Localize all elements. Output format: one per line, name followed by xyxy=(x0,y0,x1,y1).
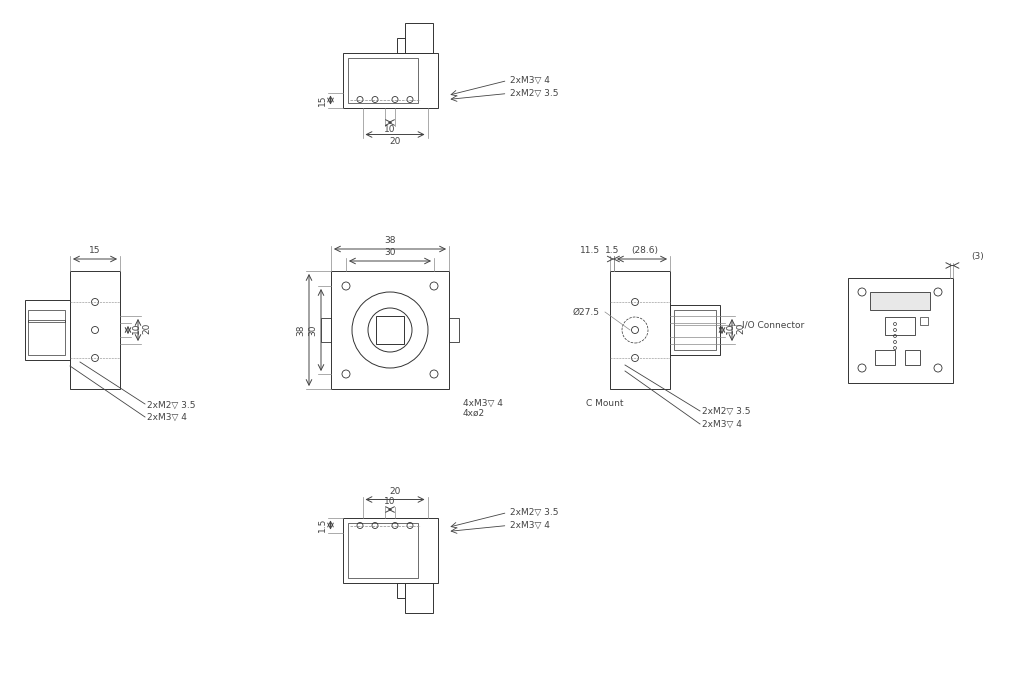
Text: 15: 15 xyxy=(90,246,101,255)
Text: 4xø2: 4xø2 xyxy=(464,409,485,418)
Text: 10: 10 xyxy=(726,322,735,334)
Bar xyxy=(28,310,65,322)
Text: 2xM2▽ 3.5: 2xM2▽ 3.5 xyxy=(510,89,558,98)
Bar xyxy=(848,277,953,382)
Text: 38: 38 xyxy=(384,236,396,245)
Text: (28.6): (28.6) xyxy=(631,246,658,255)
Text: 20: 20 xyxy=(736,322,745,334)
Text: 10: 10 xyxy=(384,125,396,134)
Bar xyxy=(28,320,65,355)
Bar xyxy=(449,318,459,342)
Text: 30: 30 xyxy=(308,324,317,336)
Text: 30: 30 xyxy=(384,248,396,257)
Bar xyxy=(331,271,449,389)
Bar xyxy=(347,522,417,578)
Bar xyxy=(405,22,433,52)
Bar xyxy=(870,292,930,310)
Text: 10: 10 xyxy=(384,496,396,505)
Bar xyxy=(397,38,405,52)
Bar xyxy=(610,271,670,389)
Text: 15: 15 xyxy=(317,94,327,106)
Text: 4xM3▽ 4: 4xM3▽ 4 xyxy=(464,399,503,408)
Bar xyxy=(347,57,417,102)
Text: 10: 10 xyxy=(132,322,141,334)
Bar xyxy=(397,582,405,598)
Text: 20: 20 xyxy=(389,486,401,496)
Text: 20: 20 xyxy=(142,322,151,334)
Bar xyxy=(321,318,331,342)
Text: 2xM3▽ 4: 2xM3▽ 4 xyxy=(702,419,742,428)
Text: 1.5: 1.5 xyxy=(605,246,619,255)
Text: 2xM3▽ 4: 2xM3▽ 4 xyxy=(510,76,549,85)
Bar xyxy=(905,350,920,365)
Text: C Mount: C Mount xyxy=(586,399,624,408)
Text: 11.5: 11.5 xyxy=(580,246,600,255)
Bar xyxy=(70,271,121,389)
Bar xyxy=(25,300,70,360)
Bar xyxy=(405,582,433,612)
Text: 2xM3▽ 4: 2xM3▽ 4 xyxy=(510,521,549,530)
Text: Ø27.5: Ø27.5 xyxy=(573,307,600,316)
Bar xyxy=(670,305,720,355)
Text: 20: 20 xyxy=(389,137,401,146)
Text: 2xM2▽ 3.5: 2xM2▽ 3.5 xyxy=(510,508,558,517)
Text: (3): (3) xyxy=(971,253,984,262)
Bar xyxy=(376,316,404,344)
Bar xyxy=(674,310,716,350)
Text: 2xM2▽ 3.5: 2xM2▽ 3.5 xyxy=(702,407,751,416)
Bar xyxy=(343,52,438,108)
Bar xyxy=(885,317,915,335)
Text: 2xM2▽ 3.5: 2xM2▽ 3.5 xyxy=(147,400,196,410)
Bar xyxy=(876,350,895,365)
Text: 2xM3▽ 4: 2xM3▽ 4 xyxy=(147,412,186,421)
Text: 1.5: 1.5 xyxy=(317,517,327,532)
Text: 38: 38 xyxy=(296,324,305,336)
Bar xyxy=(920,317,928,325)
Bar xyxy=(343,517,438,582)
Text: I/O Connector: I/O Connector xyxy=(742,321,804,330)
